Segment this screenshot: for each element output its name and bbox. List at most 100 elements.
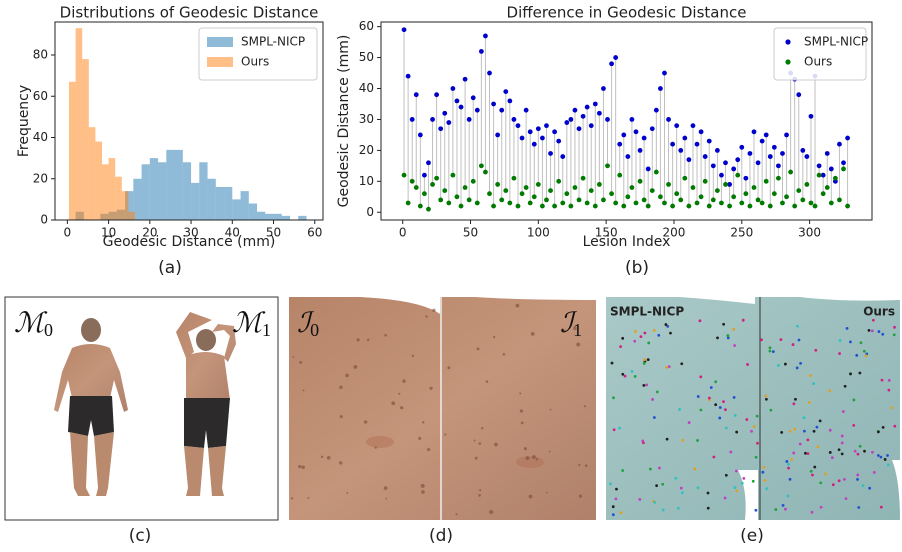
lesion-dot bbox=[716, 337, 719, 340]
lesion-dot bbox=[760, 338, 763, 341]
histogram-bar bbox=[199, 162, 207, 220]
point bbox=[739, 145, 744, 150]
lesion-dot bbox=[746, 363, 749, 366]
point bbox=[642, 136, 647, 141]
histogram-bar bbox=[102, 164, 109, 220]
point bbox=[634, 201, 639, 206]
point bbox=[483, 34, 488, 39]
point bbox=[800, 148, 805, 153]
point bbox=[552, 129, 557, 134]
lesion-dot bbox=[643, 332, 646, 335]
lesion-dot bbox=[611, 362, 614, 365]
legend-label: Ours bbox=[241, 55, 269, 69]
point bbox=[630, 117, 635, 122]
point bbox=[613, 201, 618, 206]
point bbox=[548, 151, 553, 156]
histogram-bar bbox=[274, 214, 282, 220]
point bbox=[760, 201, 765, 206]
point bbox=[731, 194, 736, 199]
lesion-dot bbox=[868, 329, 871, 332]
point bbox=[654, 108, 659, 113]
point bbox=[817, 163, 822, 168]
point bbox=[499, 108, 504, 113]
lesion-dot bbox=[857, 506, 860, 509]
point bbox=[678, 148, 683, 153]
lesion-dot bbox=[845, 497, 848, 500]
point bbox=[800, 197, 805, 202]
point bbox=[650, 188, 655, 193]
point bbox=[678, 197, 683, 202]
lesion-dot bbox=[719, 406, 722, 409]
mole bbox=[421, 484, 425, 488]
lesion-dot bbox=[651, 398, 654, 401]
point bbox=[727, 204, 732, 209]
histogram-bar bbox=[158, 162, 166, 220]
mole bbox=[307, 497, 309, 499]
point bbox=[780, 151, 785, 156]
point bbox=[512, 117, 517, 122]
point bbox=[625, 154, 630, 159]
point bbox=[735, 173, 740, 178]
lesion-dot bbox=[763, 466, 766, 469]
mole bbox=[532, 455, 536, 459]
lesion-dot bbox=[881, 379, 884, 382]
lesion-dot bbox=[666, 438, 669, 441]
point bbox=[735, 157, 740, 162]
lesion-dot bbox=[799, 443, 802, 446]
lesion-dot bbox=[725, 427, 728, 430]
lesion-dot bbox=[831, 456, 834, 459]
mole bbox=[385, 498, 387, 500]
lesion-dot bbox=[681, 439, 684, 442]
lesion-dot bbox=[708, 397, 711, 400]
histogram-bar bbox=[175, 150, 183, 220]
point bbox=[825, 185, 830, 190]
point bbox=[711, 197, 716, 202]
y-axis-label: Frequency bbox=[16, 85, 32, 157]
mole bbox=[429, 387, 432, 390]
histogram-bar bbox=[69, 82, 76, 220]
legend: SMPL-NICPOurs bbox=[774, 28, 868, 80]
caption: (d) bbox=[429, 526, 453, 546]
lesion-dot bbox=[641, 439, 644, 442]
chart-title: Distributions of Geodesic Distance bbox=[60, 4, 319, 22]
x-tick-label: 20 bbox=[142, 226, 157, 240]
point bbox=[406, 201, 411, 206]
point bbox=[756, 197, 761, 202]
point bbox=[560, 154, 565, 159]
y-tick-label: 40 bbox=[359, 81, 374, 95]
lesion-dot bbox=[864, 354, 867, 357]
lesion-dot bbox=[784, 508, 787, 511]
lesion-dot bbox=[653, 416, 656, 419]
lesion-dot bbox=[634, 375, 637, 378]
lesion-dot bbox=[839, 339, 842, 342]
y-tick-label: 0 bbox=[366, 205, 374, 219]
legend-swatch bbox=[207, 57, 233, 67]
lesion-dot bbox=[733, 344, 736, 347]
lesion-dot bbox=[638, 498, 641, 501]
mole bbox=[293, 356, 295, 358]
mole bbox=[576, 343, 580, 347]
mole bbox=[301, 466, 305, 470]
mole bbox=[536, 458, 538, 460]
lesion-dot bbox=[886, 454, 889, 457]
point bbox=[695, 142, 700, 147]
lesion-dot bbox=[852, 424, 855, 427]
lesion-dot bbox=[829, 451, 832, 454]
lesion-dot bbox=[732, 328, 735, 331]
point bbox=[487, 191, 492, 196]
point bbox=[491, 102, 496, 107]
mole bbox=[400, 406, 403, 409]
point bbox=[450, 173, 455, 178]
lesion-dot bbox=[804, 452, 807, 455]
lesion-dot bbox=[772, 350, 775, 353]
mole bbox=[303, 389, 305, 391]
lesion-dot bbox=[787, 495, 790, 498]
lesion-dot bbox=[868, 487, 871, 490]
lesion-dot bbox=[647, 342, 650, 345]
legend-label: SMPL-NICP bbox=[804, 35, 868, 49]
lesion-dot bbox=[841, 442, 844, 445]
point bbox=[691, 123, 696, 128]
point bbox=[764, 179, 769, 184]
lesion-dot bbox=[887, 389, 890, 392]
lesion-dot bbox=[780, 338, 783, 341]
